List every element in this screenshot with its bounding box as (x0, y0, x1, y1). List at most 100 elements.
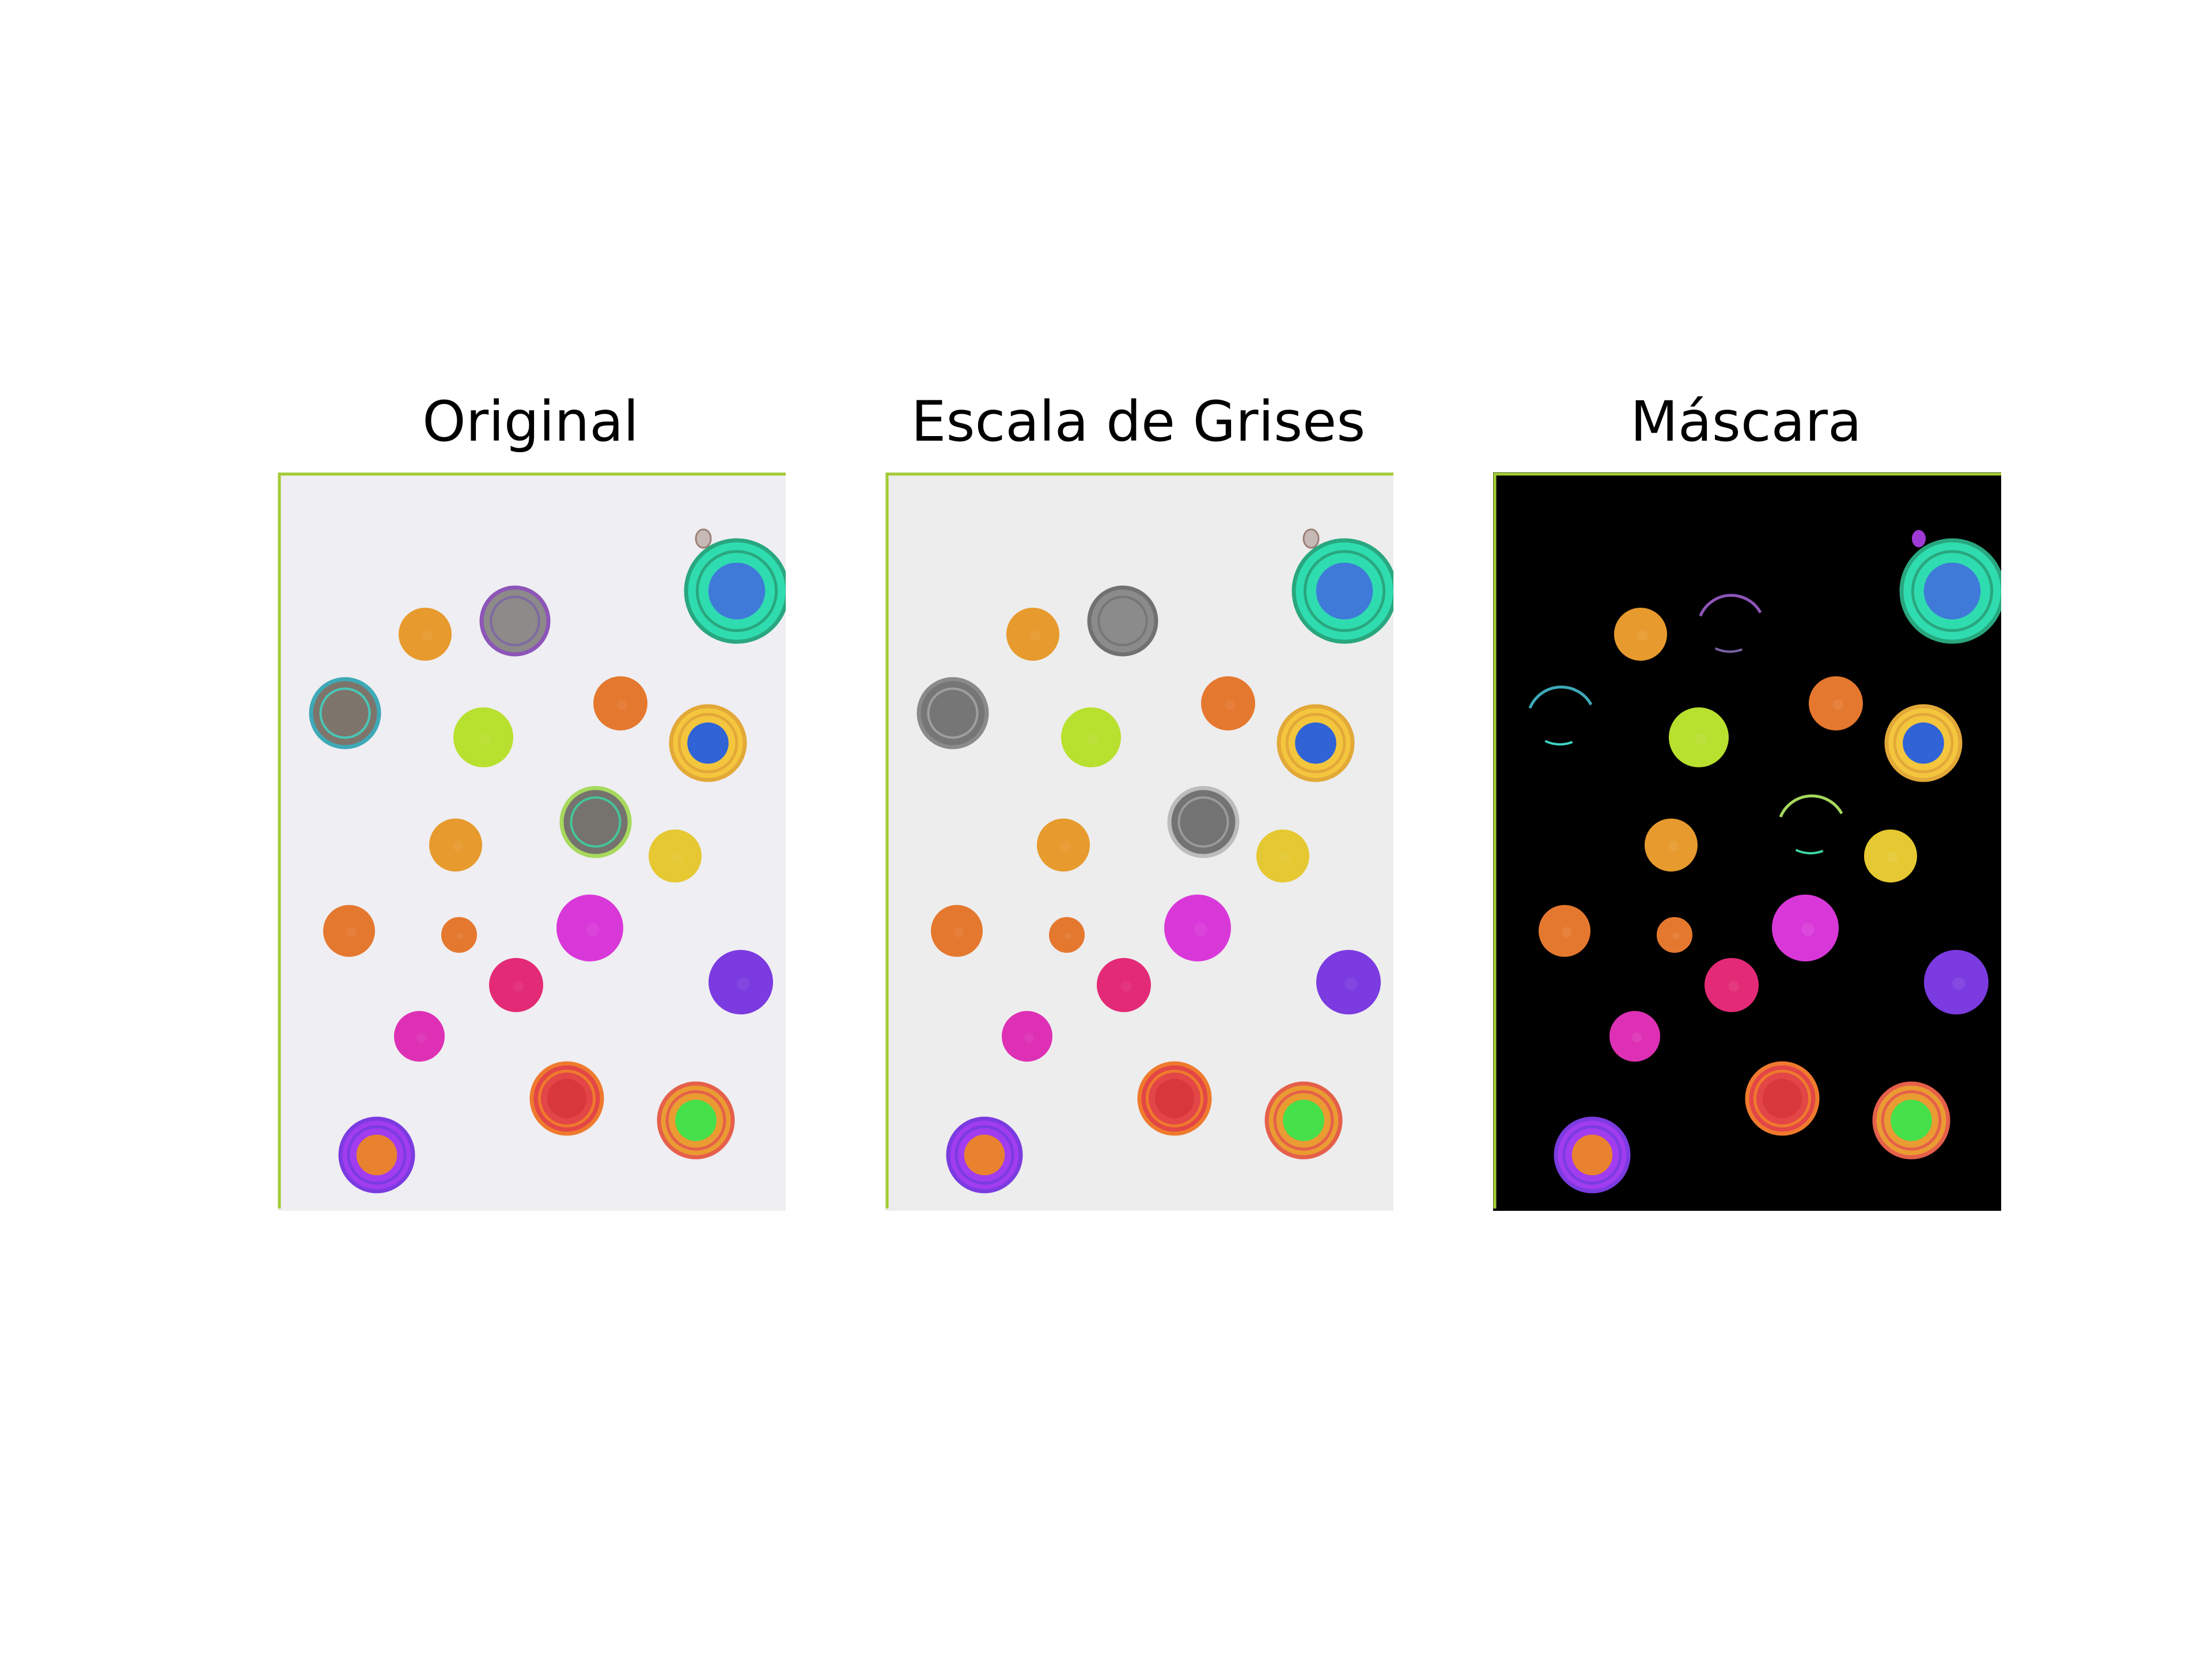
coin-center (1762, 1078, 1802, 1119)
coin-inner-ring (1562, 1125, 1622, 1185)
coin-lime (1669, 707, 1729, 767)
coin-gray-top (479, 585, 551, 657)
coin-orange-mid (429, 819, 482, 872)
mask-edge-arc (1544, 740, 1573, 746)
coin-body (1645, 819, 1698, 872)
coin-inner-ring (1911, 550, 1994, 632)
coin-center (1903, 722, 1944, 764)
coin-body (1256, 830, 1309, 882)
coin-body (1061, 707, 1121, 767)
coin-body (1201, 676, 1255, 730)
coin-body (931, 905, 983, 957)
coin-inner-ring (665, 1090, 726, 1151)
coin-pink-center (1097, 958, 1151, 1012)
coin-highlight (1695, 733, 1707, 745)
coin-highlight (1344, 977, 1358, 990)
coin-highlight (737, 977, 750, 990)
coin-highlight (1801, 923, 1815, 937)
pendant-loop (695, 528, 712, 549)
coin-body (1049, 917, 1085, 953)
coin-center (356, 1134, 397, 1176)
coin-ring-detail (1177, 796, 1229, 848)
coin-highlight (1952, 977, 1965, 990)
coin-highlight (1225, 699, 1236, 710)
coin-yellow (649, 830, 702, 882)
coin-highlight (1087, 733, 1100, 745)
coin-body (1657, 917, 1692, 953)
coin-yellow (1864, 830, 1917, 882)
coin-magenta-large (1772, 895, 1839, 961)
coin-highlight (1065, 932, 1072, 940)
coin-body (593, 676, 647, 730)
coin-inner-ring (677, 713, 738, 774)
coin-orange-left (323, 905, 375, 957)
coin-body (1609, 1011, 1660, 1062)
coin-highlight (1060, 841, 1071, 852)
coin-purple-orange (1554, 1116, 1631, 1194)
coin-highlight (513, 981, 524, 992)
coin-red (529, 1061, 604, 1136)
coin-highlight (1672, 932, 1680, 940)
coin-center (687, 722, 729, 764)
coin-inner-ring (1145, 1069, 1204, 1128)
panel-edge-border (278, 472, 786, 1209)
coin-orange-small-upper (1809, 676, 1863, 730)
coin-ring-detail (927, 687, 979, 739)
coin-highlight (672, 852, 683, 863)
coin-body (1772, 895, 1839, 961)
coin-purple-orange (338, 1116, 415, 1194)
coin-yellow (1256, 830, 1309, 882)
coin-orange-tiny (441, 917, 477, 953)
coin-inner-ring (1285, 713, 1346, 774)
coin-purple (709, 950, 773, 1014)
coin-inner-ring (1893, 713, 1954, 774)
coin-pendant-top-right (1291, 528, 1393, 644)
coin-highlight (422, 630, 433, 641)
coin-gray-center (1779, 794, 1843, 855)
coin-highlight (457, 932, 464, 940)
coin-highlight (617, 699, 628, 710)
coin-orange-tiny (1657, 917, 1692, 953)
mask-edge-arc (1715, 647, 1743, 653)
coin-highlight (452, 841, 463, 852)
coin-center (1295, 722, 1336, 764)
coin-highlight (1668, 841, 1679, 852)
coin-highlight (1631, 1032, 1642, 1043)
coin-orange-tiny (1049, 917, 1085, 953)
coin-body (1539, 905, 1590, 957)
coin-highlight (1029, 630, 1040, 641)
coin-highlight (346, 927, 357, 937)
coin-body (489, 958, 543, 1012)
coin-center (1316, 562, 1373, 620)
coin-center (1923, 562, 1981, 620)
coin-ring-detail (1097, 596, 1148, 646)
coin-body (394, 1011, 445, 1062)
coin-inner-ring (1273, 1090, 1334, 1151)
coin-body (453, 707, 513, 767)
coin-ring-detail (570, 796, 622, 848)
coin-highlight (1561, 927, 1572, 937)
image-panel-grayscale (885, 472, 1393, 1211)
coin-center (547, 1078, 587, 1119)
coin-body (1006, 608, 1059, 661)
coin-purple (1924, 950, 1988, 1014)
coin-orange-top (399, 608, 452, 661)
coin-green-ring (1264, 1081, 1343, 1160)
coin-red (1745, 1061, 1820, 1136)
coin-gray-left (1528, 685, 1593, 746)
mask-edge-arc (1779, 794, 1843, 818)
coin-center (964, 1134, 1005, 1176)
coin-inner-ring (1753, 1069, 1812, 1128)
coin-orange-top (1614, 608, 1667, 661)
coin-body (429, 819, 482, 872)
pendant-loop (1302, 528, 1320, 549)
image-panel-original (278, 472, 786, 1211)
coin-inner-ring (537, 1069, 596, 1128)
coin-magenta-large (556, 895, 623, 961)
coin-highlight (1637, 630, 1648, 641)
coin-blue-center (1277, 704, 1355, 782)
coin-highlight (1024, 1032, 1035, 1043)
coin-orange-left (1539, 905, 1590, 957)
coin-inner-ring (1303, 550, 1386, 632)
image-panel-mask (1493, 472, 2001, 1211)
